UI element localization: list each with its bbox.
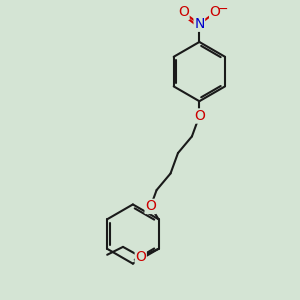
Text: O: O bbox=[178, 5, 189, 20]
Text: −: − bbox=[218, 3, 228, 16]
Text: O: O bbox=[135, 250, 146, 264]
Text: N: N bbox=[194, 17, 205, 31]
Text: O: O bbox=[145, 200, 156, 213]
Text: O: O bbox=[194, 109, 205, 123]
Text: O: O bbox=[210, 5, 220, 20]
